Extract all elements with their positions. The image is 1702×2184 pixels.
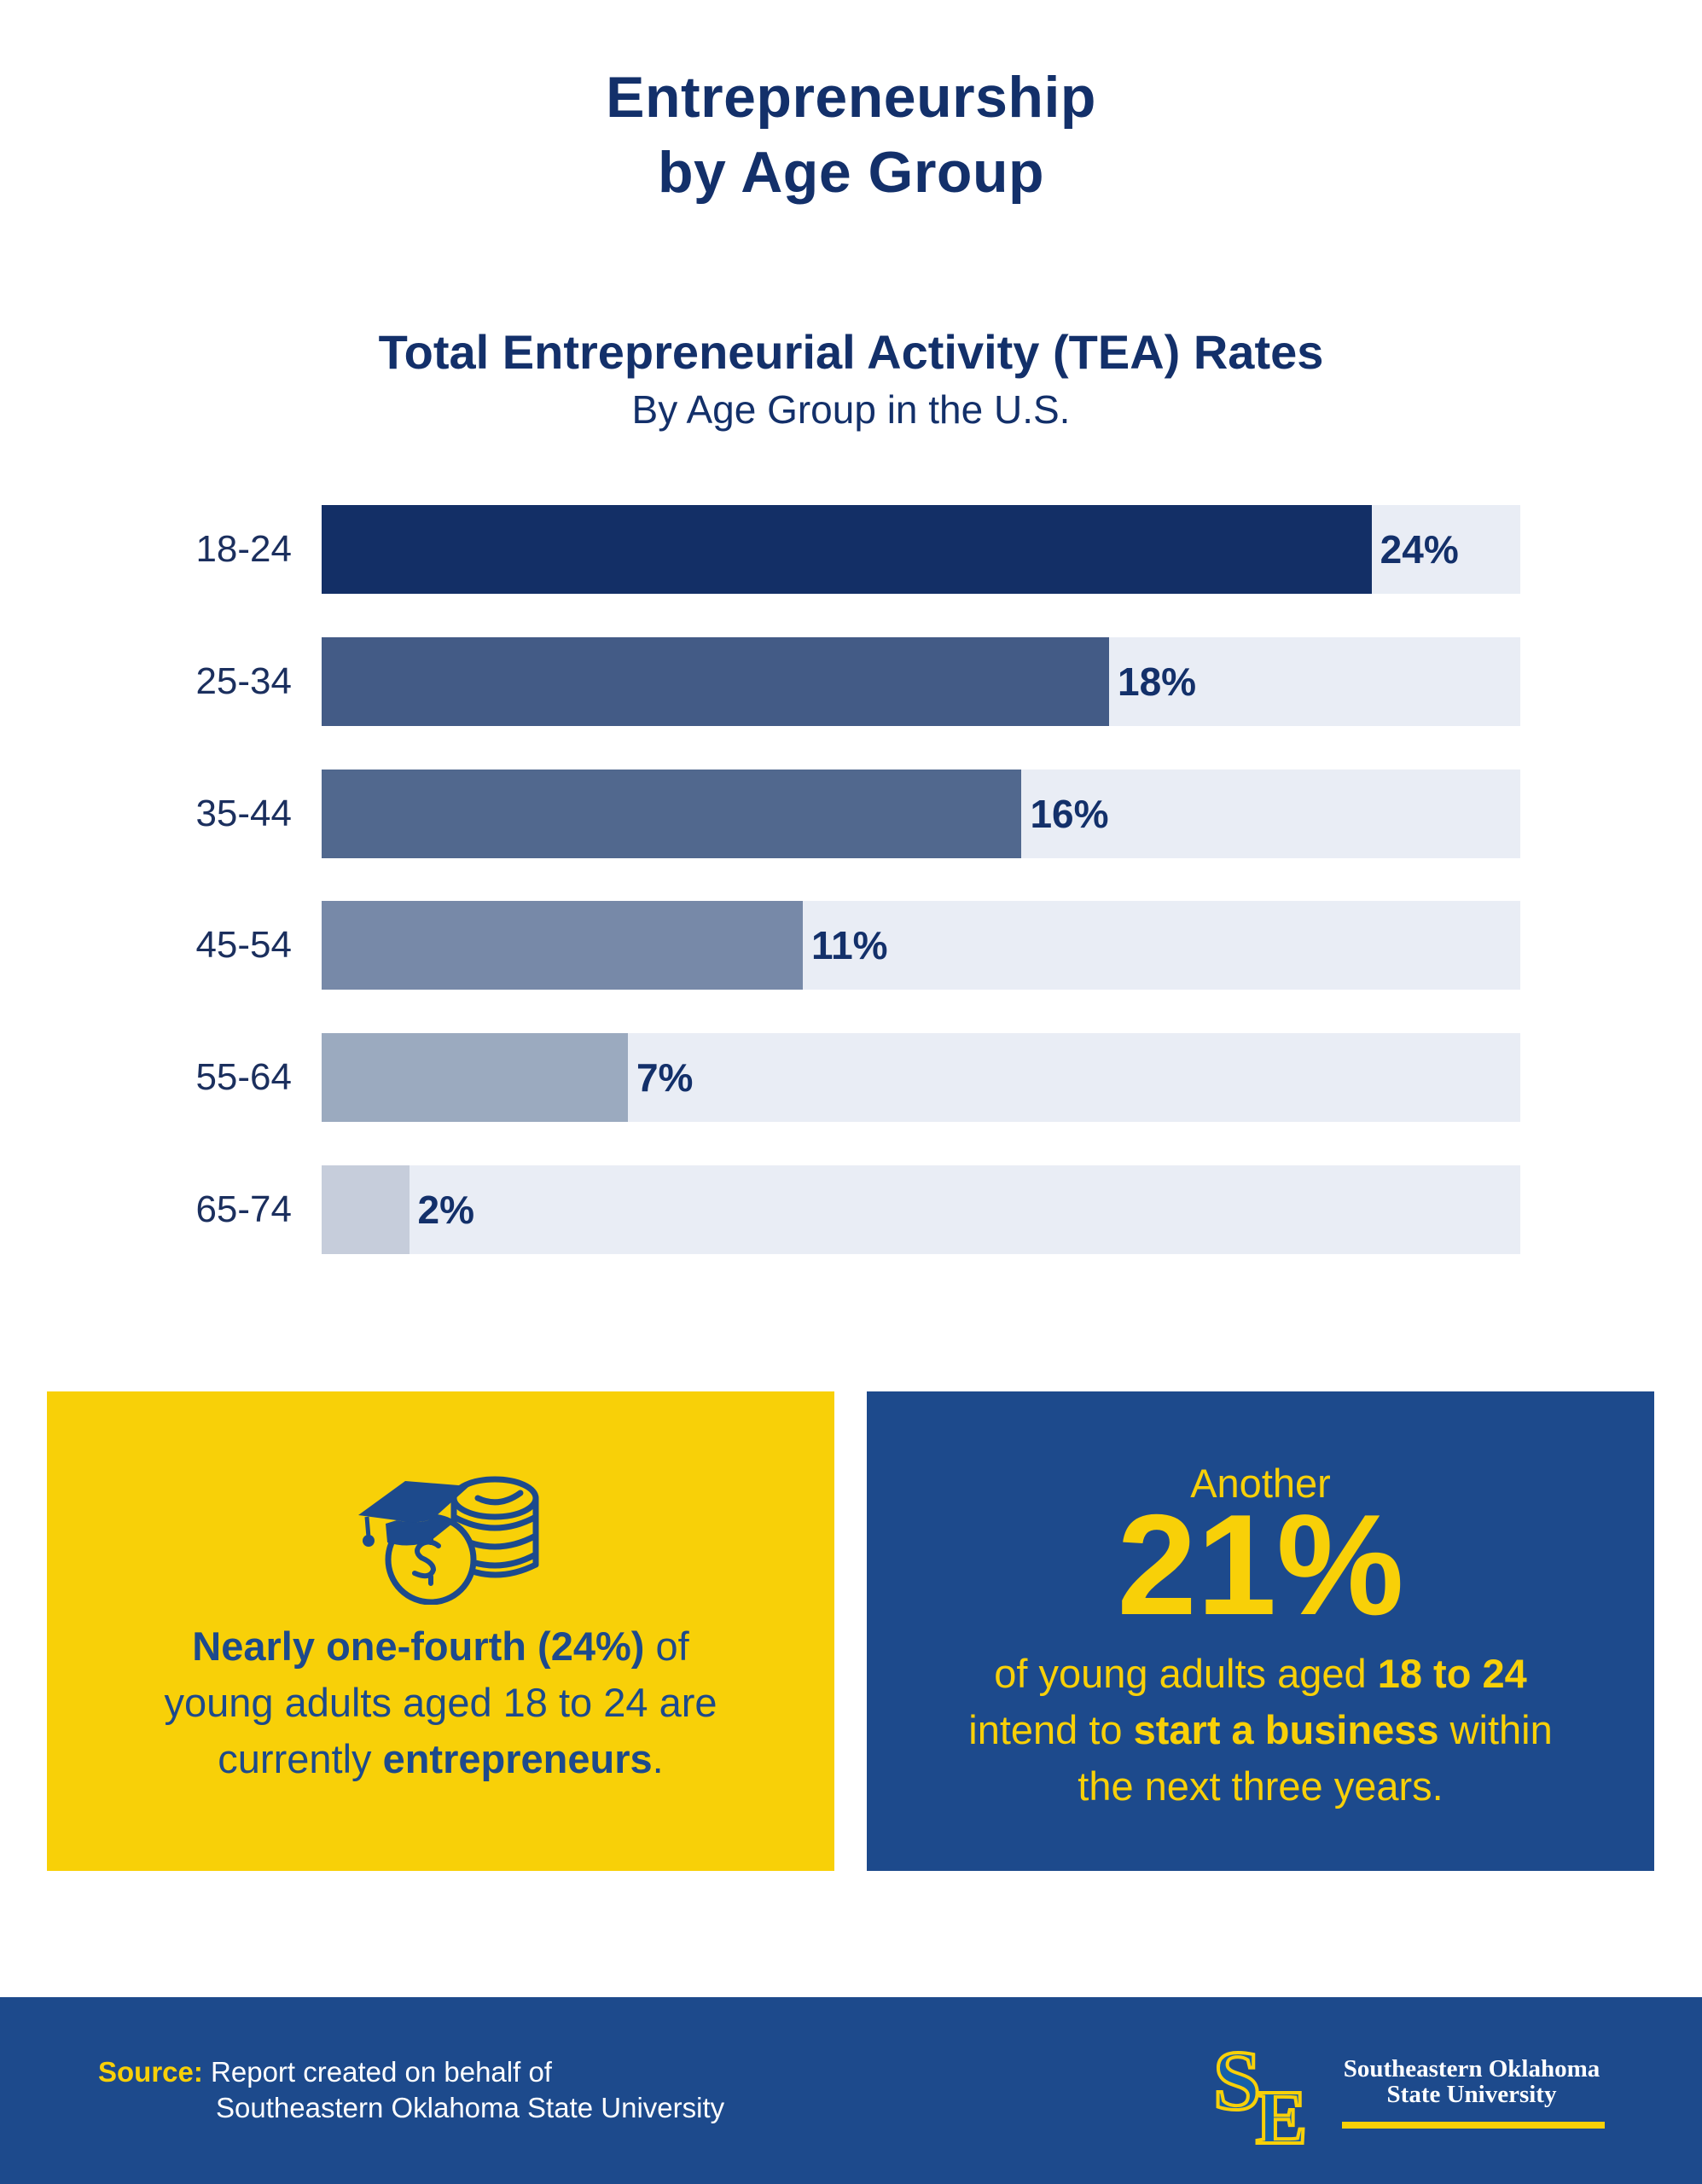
chart-subtitle: By Age Group in the U.S. [631,387,1071,432]
highlight-text: Nearly one-fourth (24%) [192,1623,645,1669]
svg-text:S: S [1213,2036,1261,2128]
text-segment: the next three years. [1078,1763,1444,1809]
data-label: 18% [1117,659,1197,704]
university-name-line-2: State University [1386,2081,1557,2108]
data-label: 24% [1380,527,1459,572]
se-monogram-icon: S E [1211,2036,1309,2151]
stat-card-intend-to-start: Another 21% of young adults aged 18 to 2… [867,1391,1654,1871]
university-name-line-1: Southeastern Oklahoma [1343,2055,1600,2082]
bar-track: 18% [322,636,1520,726]
university-name: Southeastern Oklahoma State University [1339,2056,1604,2107]
data-label: 11% [811,923,888,968]
data-label: 16% [1030,791,1109,836]
title-line-1: Entrepreneurship [606,65,1096,130]
logo-underline [1342,2122,1605,2129]
graduation-cap-coins-icon [358,1476,539,1605]
text-segment: of young adults aged [994,1651,1378,1696]
text-segment: young adults aged 18 to 24 are [164,1680,717,1725]
bar [322,636,1109,726]
text-segment: of [644,1623,689,1669]
data-label: 7% [636,1055,694,1101]
bar [322,1033,628,1123]
text-segment: intend to [968,1707,1134,1752]
bar [322,505,1372,594]
source-line-2: Southeastern Oklahoma State University [216,2092,725,2123]
bar-track: 11% [322,901,1520,990]
bar-track: 16% [322,769,1520,858]
bar-track: 2% [322,1165,1520,1254]
category-label: 65-74 [195,1188,292,1230]
category-label: 18-24 [195,528,292,570]
bar-track: 7% [322,1033,1520,1123]
stat-card-current-entrepreneurs: Nearly one-fourth (24%) of young adults … [47,1391,834,1871]
bar-track: 24% [322,505,1520,594]
source-citation: Source: Report created on behalf of Sout… [98,2054,724,2126]
chart-title: Total Entrepreneurial Activity (TEA) Rat… [378,325,1324,379]
category-label: 45-54 [195,924,292,967]
big-stat-value: 21% [1117,1484,1404,1645]
footer: Source: Report created on behalf of Sout… [0,1997,1702,2184]
text-segment: . [652,1736,664,1781]
bar [322,901,804,990]
title-line-2: by Age Group [657,140,1045,205]
highlight-text: entrepreneurs [382,1736,653,1781]
intend-to-start-text: of young adults aged 18 to 24 intend to … [867,1646,1654,1815]
university-logo: S E Southeastern Oklahoma State Universi… [1186,2036,1605,2151]
data-label: 2% [417,1188,475,1232]
category-label: 35-44 [195,792,292,834]
highlight-text: start a business [1133,1707,1439,1752]
category-label: 55-64 [195,1056,292,1099]
page-title: Entrepreneurship by Age Group [0,60,1702,210]
text-segment: currently [218,1736,383,1781]
current-entrepreneurs-text: Nearly one-fourth (24%) of young adults … [47,1618,834,1787]
bar [322,1165,410,1254]
text-segment: within [1438,1707,1553,1752]
source-line-1: Report created on behalf of [202,2056,552,2088]
bar [322,769,1022,858]
intro-text: Another [1190,1461,1331,1506]
highlight-text: 18 to 24 [1377,1651,1527,1696]
category-label: 25-34 [195,659,292,702]
source-label: Source: [98,2056,203,2088]
svg-text:E: E [1256,2076,1307,2151]
